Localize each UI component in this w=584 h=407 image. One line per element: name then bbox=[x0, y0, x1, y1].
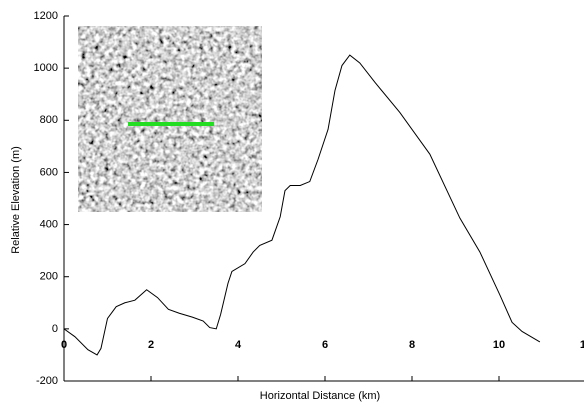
elevation-line bbox=[63, 54, 541, 356]
y-axis-label: Relative Elevation (m) bbox=[10, 146, 22, 254]
x-tick-label: 12 bbox=[580, 339, 584, 351]
y-tick-label: 800 bbox=[40, 114, 58, 126]
y-tick-label: -200 bbox=[36, 375, 58, 387]
y-tick-label: 0 bbox=[52, 323, 58, 335]
x-axis-label: Horizontal Distance (km) bbox=[260, 390, 380, 402]
y-tick-label: 200 bbox=[40, 271, 58, 283]
x-tick-label: 4 bbox=[235, 339, 242, 351]
inset-image bbox=[78, 26, 262, 212]
y-tick-label: 1000 bbox=[34, 62, 58, 74]
x-tick-label: 8 bbox=[409, 339, 415, 351]
terrain-image bbox=[78, 26, 262, 212]
x-tick-label: 10 bbox=[493, 339, 505, 351]
y-tick-label: 1200 bbox=[34, 10, 58, 22]
y-tick-label: 400 bbox=[40, 218, 58, 230]
x-tick-label: 0 bbox=[61, 339, 67, 351]
y-tick-label: 600 bbox=[40, 166, 58, 178]
x-tick-label: 6 bbox=[322, 339, 328, 351]
x-tick-label: 2 bbox=[148, 339, 154, 351]
